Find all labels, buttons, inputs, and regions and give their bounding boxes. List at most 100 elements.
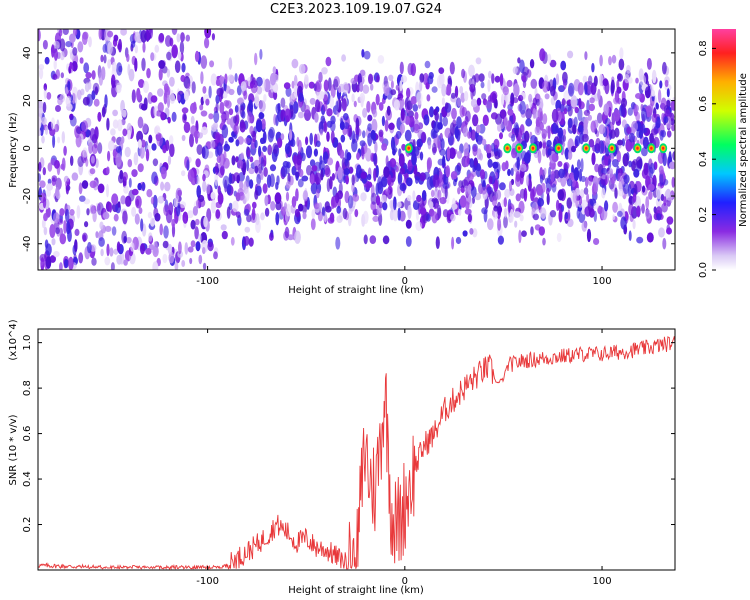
spectrogram-cell: [57, 97, 63, 106]
spectrogram-cell: [450, 92, 456, 99]
spectrogram-cell: [65, 41, 73, 48]
snr-frame: [37, 328, 676, 571]
spectrogram-cell: [49, 224, 56, 238]
spectrogram-cell: [426, 94, 431, 102]
spectrogram-cell: [632, 219, 636, 230]
spectrogram-cell: [406, 177, 413, 187]
spectrogram-cell: [451, 203, 458, 210]
spectrogram-cell: [419, 151, 424, 161]
spectrogram-cell: [157, 195, 165, 204]
spectrogram-cell: [97, 203, 101, 211]
spectrogram-cell: [53, 212, 60, 224]
spectrogram-cell: [123, 259, 128, 266]
spectrogram-cell: [153, 105, 157, 118]
spectrogram-cell: [226, 206, 231, 219]
spectrogram-cell: [419, 207, 427, 215]
spectrogram-cell: [419, 79, 423, 92]
spectrogram-cell: [548, 166, 552, 179]
spectrogram-cell: [153, 241, 158, 255]
spectrogram-cell: [557, 189, 565, 201]
spectrogram-cell: [187, 210, 194, 219]
spectrogram-cell: [315, 99, 321, 113]
spectrogram-cell: [239, 180, 244, 191]
spectrogram-cell: [497, 235, 504, 245]
spectrogram-cell: [78, 182, 83, 195]
spectrogram-cell: [180, 74, 186, 83]
colorbar-tick-label: 0.2: [698, 207, 709, 223]
spectrogram-cell: [437, 189, 442, 201]
spectrogram-cell: [88, 141, 93, 154]
spectrogram-cell: [564, 148, 569, 157]
spectrogram-cell: [347, 195, 354, 209]
spectrogram-cell: [341, 98, 347, 112]
spectrogram-cell: [106, 117, 110, 131]
spectrogram-cell: [602, 78, 609, 87]
spectrogram-cell: [503, 116, 509, 128]
spectrogram-cell: [246, 159, 250, 172]
spectrogram-cell: [578, 98, 582, 108]
spectrogram-cell: [360, 192, 367, 202]
spectrogram-cell: [163, 204, 170, 216]
spectrogram-cell: [337, 166, 343, 181]
spectrogram-cell: [99, 221, 104, 230]
spectrogram-cell: [147, 211, 153, 219]
spectrogram-cell: [671, 123, 675, 132]
spectrogram-cell: [297, 111, 305, 119]
spectrogram-cell: [254, 189, 259, 200]
spectrogram-cell: [570, 172, 575, 181]
spectrogram-cell: [336, 215, 343, 224]
spectrogram-cell: [223, 100, 230, 107]
spectrogram-cell: [53, 40, 60, 50]
spectrogram-cell: [570, 190, 577, 204]
spectrogram-cell: [558, 168, 565, 179]
spectrogram-cell: [491, 93, 497, 103]
spectrogram-cell: [468, 64, 475, 78]
spectrogram-cell: [270, 201, 276, 211]
spectrogram-cell: [507, 168, 511, 177]
spectrogram-cell: [520, 172, 524, 179]
spectrogram-cell: [547, 148, 552, 156]
spectrogram-cell: [74, 228, 80, 236]
spectrogram-cell: [126, 53, 130, 62]
spectrogram-cell: [530, 188, 535, 202]
spectrogram-cell: [152, 261, 159, 270]
spectrogram-cell: [353, 100, 357, 108]
spectrogram-cell: [456, 150, 463, 159]
spectrogram-cell: [448, 147, 456, 159]
spectrogram-cell: [617, 73, 623, 82]
spectrogram-cell: [604, 153, 609, 166]
spectrogram-cell: [426, 157, 432, 170]
spectrogram-cell: [632, 192, 637, 203]
spectrogram-cell: [115, 153, 122, 168]
x-tick-label: 0: [402, 576, 408, 587]
spectrogram-cells: [38, 29, 675, 270]
spectrogram-cell: [82, 234, 87, 243]
spectrogram-cell: [550, 96, 556, 106]
spectrogram-cell: [539, 141, 543, 149]
spectrogram-cell: [41, 135, 45, 144]
spectrogram-cell: [113, 34, 119, 42]
spectrogram-cell: [55, 177, 62, 190]
spectrogram-cell: [459, 105, 465, 118]
spectrogram-cell: [266, 174, 272, 188]
spectrogram-cell: [670, 100, 675, 111]
spectrogram-cell: [356, 164, 362, 179]
spectrogram-cell: [515, 193, 521, 202]
spectrogram-y-ticks: -40 -20 0 20 40: [22, 46, 675, 252]
spectrogram-cell: [127, 129, 131, 140]
spectrogram-cell: [459, 195, 467, 208]
spectrogram-cell: [463, 91, 469, 102]
spectrogram-cell: [323, 79, 329, 92]
peak-core: [557, 146, 560, 150]
spectrogram-cell: [535, 116, 541, 128]
spectrogram-cell: [180, 32, 185, 43]
spectrogram-cell: [183, 91, 189, 101]
peak-core: [585, 146, 588, 150]
spectrogram-cell: [540, 207, 547, 219]
spectrogram-cell: [456, 116, 462, 129]
spectrogram-cell: [51, 238, 56, 246]
spectrogram-cell: [298, 203, 304, 212]
spectrogram-cell: [234, 105, 239, 113]
spectrogram-panel: -100 0 100 -40 -20 0 20 40 Height of straight …: [8, 28, 676, 296]
spectrogram-cell: [617, 189, 625, 197]
